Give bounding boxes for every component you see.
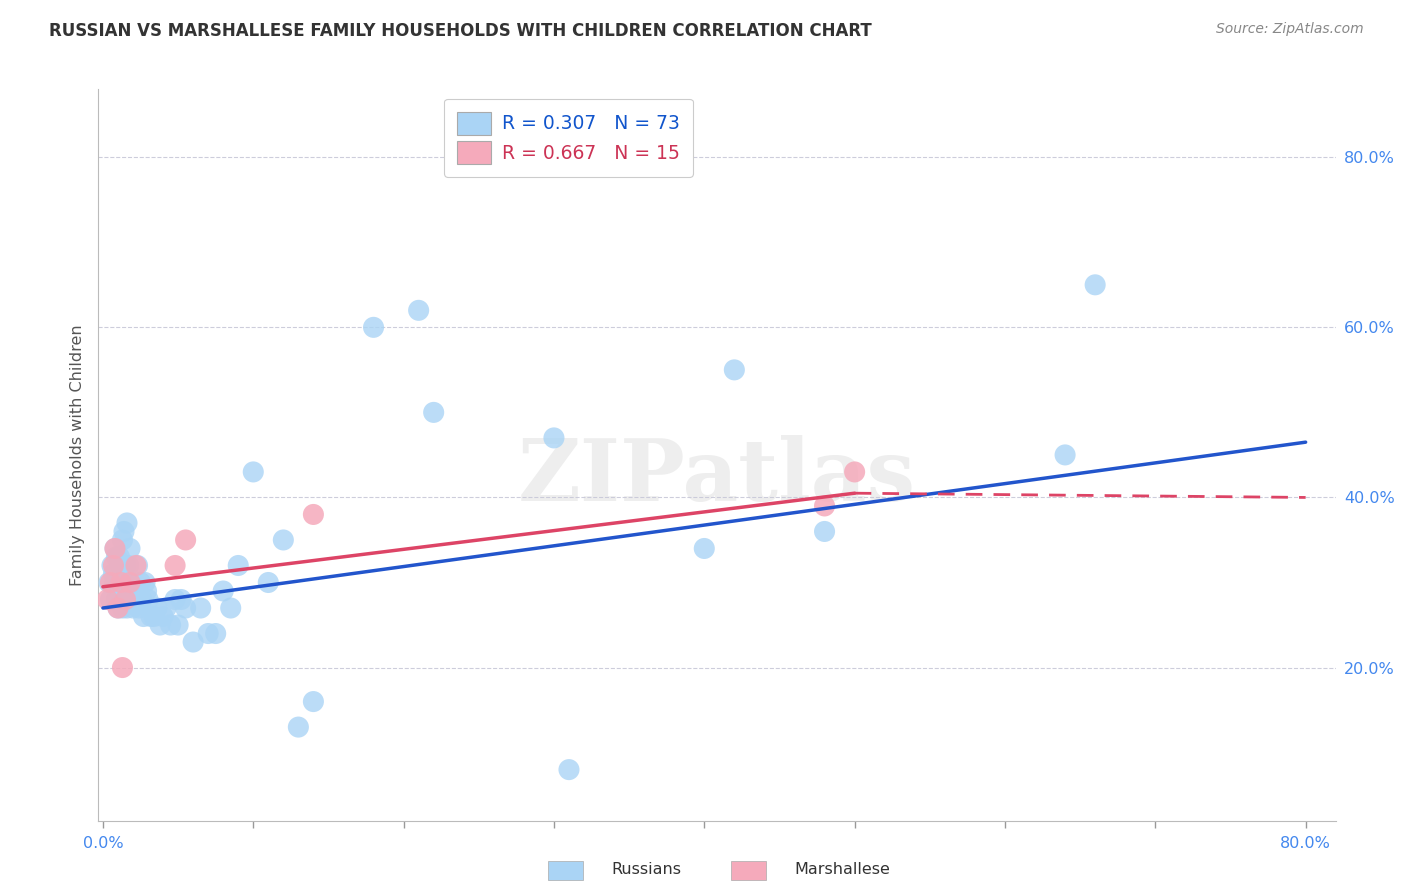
Point (110, 558, 132, 573)
Point (543, 431, 565, 445)
Point (302, 508, 325, 522)
Point (136, 592, 159, 607)
Point (155, 601, 177, 615)
Point (422, 405, 444, 419)
Point (723, 363, 745, 377)
Point (114, 592, 136, 607)
Point (197, 626, 219, 640)
Point (117, 558, 139, 573)
Point (101, 558, 124, 573)
Point (112, 575, 135, 590)
Point (128, 601, 150, 615)
Point (104, 575, 127, 590)
Y-axis label: Family Households with Children: Family Households with Children (69, 324, 84, 586)
Point (118, 541, 141, 556)
Point (408, 303, 430, 318)
Point (100, 575, 122, 590)
Point (127, 558, 149, 573)
Point (273, 533, 295, 547)
Point (134, 575, 156, 590)
Point (693, 541, 716, 556)
Text: Russians: Russians (612, 863, 682, 877)
Point (204, 626, 226, 640)
Point (165, 558, 187, 573)
Point (257, 575, 280, 590)
Point (104, 541, 127, 556)
Point (118, 575, 141, 590)
Point (165, 592, 187, 607)
Point (813, 524, 835, 539)
Point (110, 592, 132, 607)
Point (110, 575, 132, 590)
Point (149, 618, 172, 632)
Point (111, 660, 134, 674)
Point (181, 635, 204, 649)
Point (121, 592, 143, 607)
Point (117, 592, 139, 607)
Point (302, 695, 325, 709)
Point (115, 575, 138, 590)
Point (111, 575, 134, 590)
Point (108, 549, 131, 564)
Point (111, 533, 134, 547)
Point (143, 609, 166, 624)
Point (1084, 277, 1107, 292)
Point (103, 566, 125, 581)
Point (105, 592, 128, 607)
Point (174, 601, 197, 615)
Point (170, 592, 193, 607)
Point (190, 601, 212, 615)
Point (813, 499, 835, 513)
Point (135, 584, 157, 599)
Point (242, 465, 264, 479)
Legend: R = 0.307   N = 73, R = 0.667   N = 15: R = 0.307 N = 73, R = 0.667 N = 15 (444, 99, 693, 178)
Point (104, 541, 127, 556)
Point (103, 558, 125, 573)
Point (112, 524, 135, 539)
Point (363, 320, 385, 334)
Point (114, 558, 136, 573)
Point (118, 575, 141, 590)
Point (174, 533, 197, 547)
Point (167, 618, 190, 632)
Point (146, 601, 169, 615)
Point (558, 763, 581, 777)
Text: Source: ZipAtlas.com: Source: ZipAtlas.com (1216, 22, 1364, 37)
Point (108, 584, 131, 599)
Point (124, 584, 146, 599)
Point (131, 592, 153, 607)
Point (219, 601, 242, 615)
Point (212, 584, 235, 599)
Point (114, 584, 136, 599)
Point (129, 575, 152, 590)
Text: ZIPatlas: ZIPatlas (517, 435, 917, 519)
Point (107, 575, 129, 590)
Point (115, 601, 138, 615)
Point (125, 592, 148, 607)
Point (139, 609, 162, 624)
Point (159, 618, 181, 632)
Text: RUSSIAN VS MARSHALLESE FAMILY HOUSEHOLDS WITH CHILDREN CORRELATION CHART: RUSSIAN VS MARSHALLESE FAMILY HOUSEHOLDS… (49, 22, 872, 40)
Point (1054, 448, 1077, 462)
Point (107, 601, 129, 615)
Point (107, 601, 129, 615)
Point (125, 558, 148, 573)
Point (97, 575, 120, 590)
Point (115, 516, 138, 530)
Point (122, 601, 145, 615)
Point (132, 609, 155, 624)
Point (96, 592, 118, 607)
Point (152, 609, 174, 624)
Text: Marshallese: Marshallese (794, 863, 890, 877)
Point (100, 592, 122, 607)
Point (226, 558, 249, 573)
Point (105, 549, 128, 564)
Point (111, 601, 134, 615)
Point (844, 465, 866, 479)
Point (287, 720, 309, 734)
